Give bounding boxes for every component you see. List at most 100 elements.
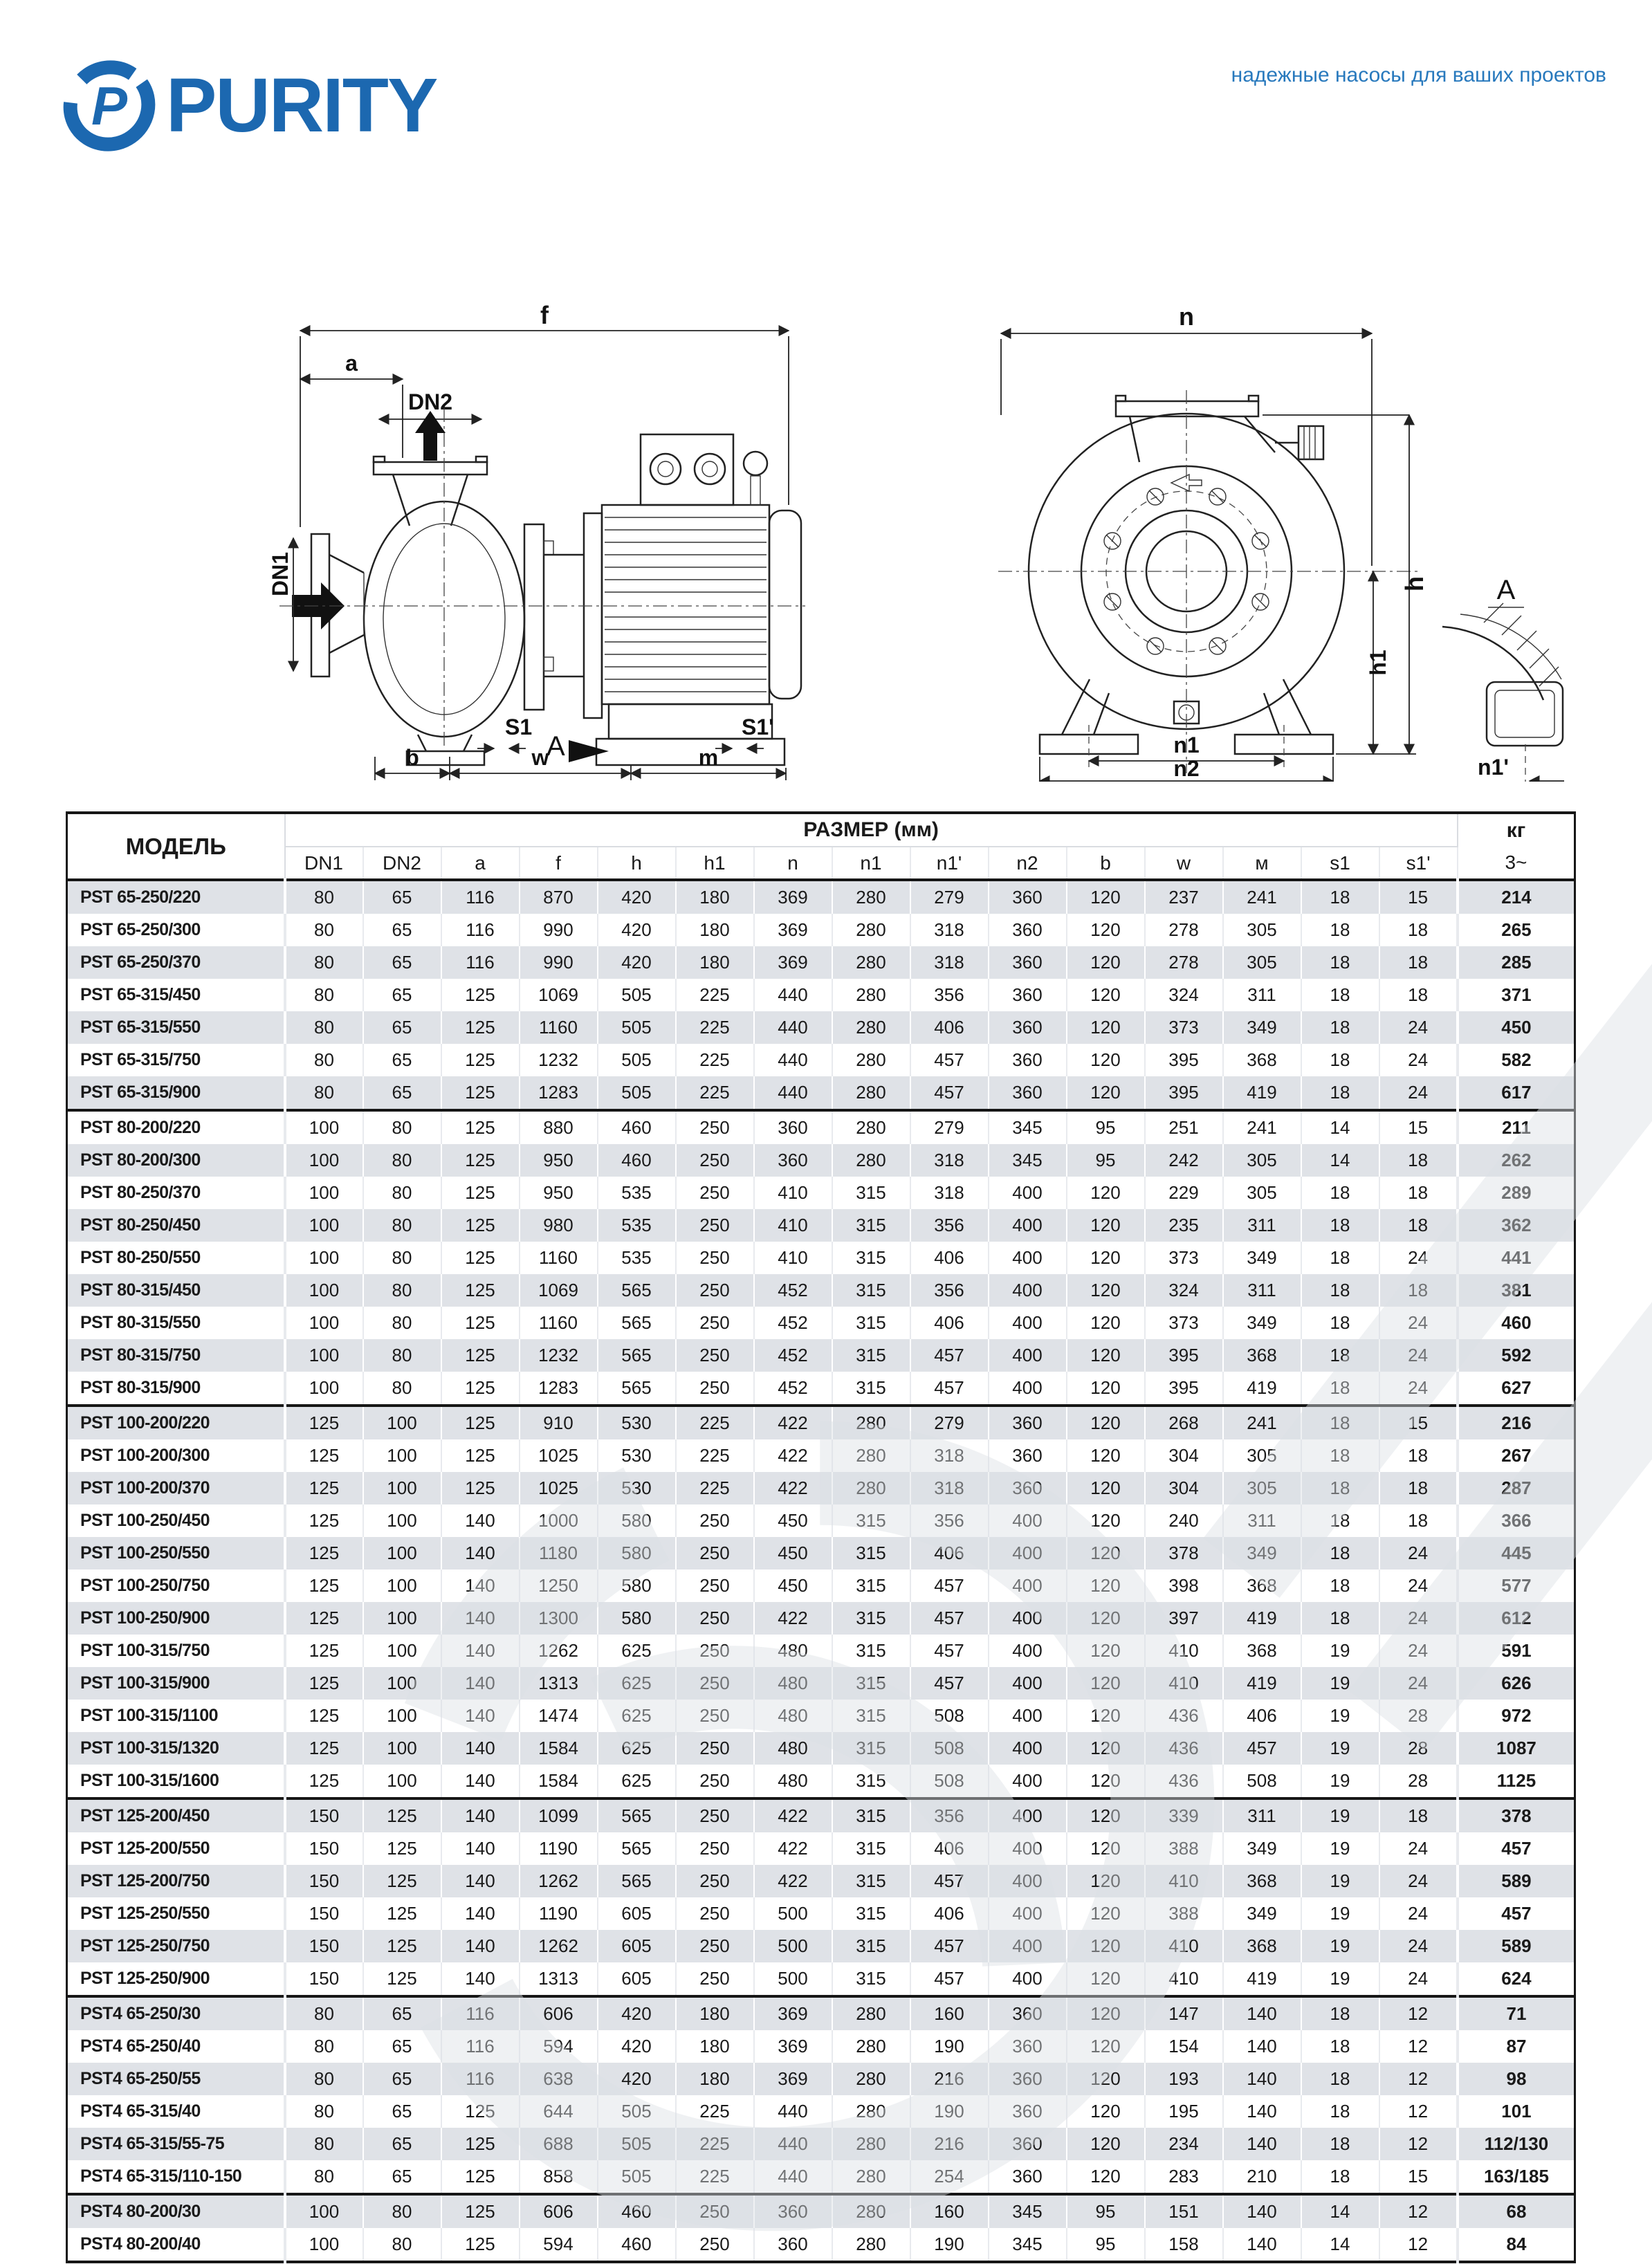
value-cell: 125 [441,1307,520,1339]
value-cell: 140 [1222,2228,1302,2262]
value-cell: 345 [988,2228,1067,2262]
value-cell: 100 [284,1109,364,1144]
value-cell: 15 [1379,1404,1458,1439]
model-cell: PST 80-200/220 [66,1109,286,1144]
value-cell: 225 [675,1044,755,1076]
table-row: PST 100-315/1600 125 100 140 1584 625 250 480 31… [66,1765,1575,1798]
value-cell: 80 [284,914,364,946]
value-cell: 1232 [519,1339,598,1372]
value-cell: 400 [988,1307,1067,1339]
model-cell: PST 80-315/900 [66,1372,286,1406]
kg-cell: 582 [1456,1044,1575,1076]
value-cell: 990 [519,914,598,946]
table-row: PST 65-315/750 80 65 125 1232 505 225 440 280 457… [66,1044,1575,1076]
value-cell: 280 [832,1011,911,1044]
value-cell: 400 [988,1962,1067,1996]
value-cell: 12 [1408,2133,1429,2154]
model-cell: PST 125-250/750 [66,1930,286,1962]
value-cell: 1069 [519,979,598,1011]
value-cell: 18 [1301,979,1380,1011]
value-cell: 100 [362,1667,442,1700]
value-cell: 457 [910,1930,989,1962]
value-cell: 324 [1144,979,1224,1011]
value-cell: 565 [597,1372,677,1406]
value-cell: 140 [1222,2063,1302,2095]
value-cell: 606 [519,1995,598,2030]
value-cell: 378 [1144,1537,1224,1570]
value-cell: 406 [910,1011,989,1044]
value-cell: 95 [1066,2193,1146,2228]
value-cell: 480 [753,1700,833,1732]
value-cell: 1160 [519,1307,598,1339]
kg-cell: 445 [1456,1537,1575,1570]
kg-cell: 624 [1456,1962,1575,1996]
value-cell: 125 [284,1667,364,1700]
value-cell: 400 [988,1865,1067,1897]
col-header-f: f [519,847,598,880]
value-cell: 120 [1066,1797,1146,1832]
value-cell: 125 [284,1404,364,1439]
value-cell: 80 [362,1274,442,1307]
value-cell: 120 [1066,1372,1146,1406]
kg-cell: 262 [1456,1144,1575,1177]
table-subheader: DN1 DN2 a f h h1 n n1 n1' n2 b w м s1 s1… [67,847,1575,880]
model-cell: PST 100-250/900 [66,1602,286,1635]
value-cell: 120 [1066,1011,1146,1044]
value-cell: 18 [1408,1510,1429,1531]
value-cell: 24 [1408,1903,1429,1924]
value-cell: 360 [988,1404,1067,1439]
value-cell: 349 [1222,1537,1302,1570]
kg-cell: 1125 [1456,1765,1575,1798]
value-cell: 280 [832,2063,911,2095]
model-cell: PST 80-315/450 [66,1274,286,1307]
value-cell: 24 [1408,1543,1429,1563]
value-cell: 140 [1222,2193,1302,2228]
value-cell: 605 [597,1962,677,1996]
value-cell: 120 [1066,979,1146,1011]
value-cell: 251 [1144,1109,1224,1144]
value-cell: 65 [362,2095,442,2128]
value-cell: 280 [832,2160,911,2194]
value-cell: 250 [675,1504,755,1537]
value-cell: 80 [284,2160,364,2194]
kg-cell: 84 [1456,2228,1575,2262]
value-cell: 18 [1379,1797,1458,1832]
value-cell: 304 [1144,1439,1224,1472]
value-cell: 18 [1408,984,1429,1005]
value-cell: 410 [1144,1635,1224,1667]
value-cell: 480 [753,1667,833,1700]
value-cell: 19 [1301,1700,1380,1732]
model-cell: PST 65-315/450 [66,979,286,1011]
value-cell: 180 [675,946,755,979]
value-cell: 242 [1144,1144,1224,1177]
dim-n2-label: n2 [1173,756,1199,781]
value-cell: 125 [441,1339,520,1372]
value-cell: 120 [1066,1504,1146,1537]
value-cell: 125 [441,2128,520,2160]
value-cell: 150 [284,1865,364,1897]
value-cell: 116 [441,914,520,946]
value-cell: 241 [1222,1109,1302,1144]
value-cell: 80 [284,2128,364,2160]
value-cell: 1584 [519,1765,598,1798]
value-cell: 120 [1066,1602,1146,1635]
value-cell: 120 [1066,1404,1146,1439]
value-cell: 505 [597,979,677,1011]
kg-cell: 626 [1456,1667,1575,1700]
value-cell: 120 [1066,2063,1146,2095]
table-row: PST 80-200/220 100 80 125 880 460 250 360 280 279… [66,1109,1575,1144]
value-cell: 140 [441,1537,520,1570]
value-cell: 250 [675,1832,755,1865]
value-cell: 19 [1301,1765,1380,1798]
value-cell: 65 [362,2128,442,2160]
kg-cell: 617 [1456,1076,1575,1110]
value-cell: 28 [1408,1705,1429,1726]
value-cell: 457 [910,1372,989,1406]
value-cell: 190 [910,2228,989,2262]
value-cell: 460 [597,2193,677,2228]
value-cell: 125 [441,1011,520,1044]
kg-cell: 460 [1456,1307,1575,1339]
value-cell: 125 [284,1537,364,1570]
value-cell: 605 [597,1930,677,1962]
